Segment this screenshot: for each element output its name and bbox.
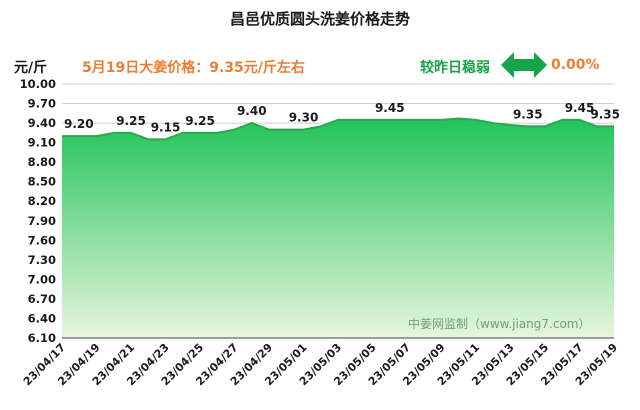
y-axis-unit: 元/斤 bbox=[14, 60, 48, 76]
y-tick-label: 7.00 bbox=[28, 272, 56, 286]
y-tick-label: 8.50 bbox=[28, 175, 56, 189]
y-tick-label: 6.70 bbox=[28, 292, 56, 306]
data-label: 9.45 bbox=[565, 101, 595, 115]
data-label: 9.35 bbox=[590, 107, 620, 121]
data-label: 9.25 bbox=[185, 114, 215, 128]
y-tick-label: 9.70 bbox=[28, 97, 56, 111]
y-tick-label: 7.30 bbox=[28, 253, 56, 267]
data-label: 9.35 bbox=[513, 107, 543, 121]
y-tick-label: 7.90 bbox=[28, 214, 56, 228]
y-tick-label: 9.40 bbox=[28, 116, 56, 130]
compare-value: 0.00% bbox=[551, 57, 600, 73]
price-line bbox=[62, 117, 614, 141]
compare-label: 较昨日稳弱 bbox=[420, 60, 490, 76]
watermark-text: 中姜网监制（www.jiang7.com） bbox=[408, 316, 590, 331]
y-tick-label: 7.60 bbox=[28, 233, 56, 247]
data-label: 9.25 bbox=[116, 114, 146, 128]
y-tick-label: 9.10 bbox=[28, 136, 56, 150]
price-note: 5月19日大姜价格：9.35元/斤左右 bbox=[82, 60, 305, 76]
y-tick-label: 6.40 bbox=[28, 311, 56, 325]
y-tick-label: 8.20 bbox=[28, 194, 56, 208]
chart-title: 昌邑优质圆头洗姜价格走势 bbox=[229, 10, 410, 28]
y-tick-label: 10.00 bbox=[20, 77, 56, 91]
y-tick-label: 6.10 bbox=[28, 331, 56, 345]
double-arrow-icon bbox=[501, 52, 547, 78]
data-label: 9.40 bbox=[237, 104, 267, 118]
data-label: 9.45 bbox=[375, 101, 405, 115]
price-area bbox=[62, 118, 614, 339]
data-label: 9.30 bbox=[289, 111, 319, 125]
data-label: 9.20 bbox=[64, 117, 94, 131]
data-label: 9.15 bbox=[151, 120, 181, 134]
y-tick-label: 8.80 bbox=[28, 155, 56, 169]
